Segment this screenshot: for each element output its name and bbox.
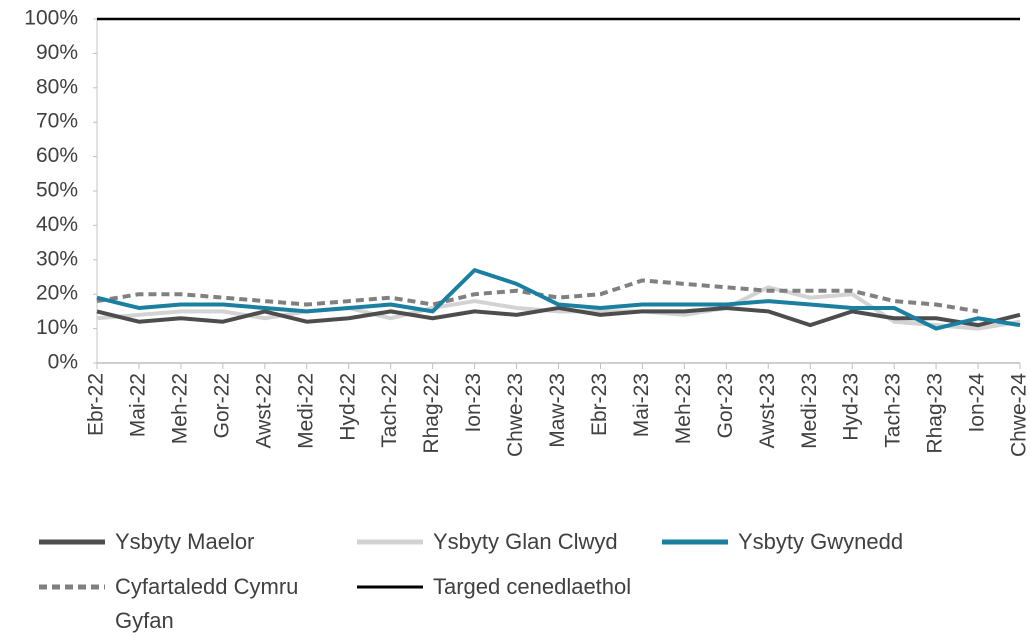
legend-item: Targed cenedlaethol: [355, 570, 631, 604]
legend-swatch: [662, 539, 728, 545]
x-tick-label: Hyd-22: [336, 373, 359, 441]
x-tick-label: Meh-22: [168, 373, 191, 444]
y-tick-label: 60%: [36, 144, 78, 167]
y-tick-label: 90%: [36, 41, 78, 64]
series-line: [96, 305, 1021, 328]
legend-swatch: [39, 584, 105, 590]
y-tick-label: 30%: [36, 247, 78, 270]
x-tick-label: Maw-23: [546, 373, 569, 448]
legend-swatch: [357, 539, 423, 545]
x-tick-label: Awst-22: [252, 373, 275, 448]
chart: 0% 10% 20% 30% 40% 50% 60% 70% 80% 90% 100% Ebr-22 M…: [24, 7, 1030, 458]
legend-swatch: [39, 539, 105, 545]
legend-item: Ysbyty Glan Clwyd: [355, 525, 618, 559]
y-tick-label: 50%: [36, 179, 78, 202]
legend-label: Ysbyty Maelor: [115, 529, 255, 554]
x-tick-label: Ion-23: [462, 373, 485, 433]
legend-item: Cyfartaledd Cymru Gyfan: [37, 570, 330, 637]
x-tick-label: Tach-23: [882, 373, 905, 448]
x-tick-label: Medi-22: [294, 373, 317, 449]
x-tick-label: Tach-22: [378, 373, 401, 448]
series-line: [96, 268, 1021, 331]
x-tick-label: Mai-23: [630, 373, 653, 437]
legend-swatch: [357, 585, 423, 589]
x-tick-label: Rhag-23: [924, 373, 947, 454]
y-tick-label: 10%: [36, 316, 78, 339]
x-tick-label: Gor-23: [714, 373, 737, 438]
y-tick-label: 20%: [36, 282, 78, 305]
x-tick-label: Ebr-23: [588, 373, 611, 436]
y-tick-label: 80%: [36, 75, 78, 98]
x-tick-label: Ion-24: [966, 373, 989, 433]
x-tick-label: Medi-23: [798, 373, 821, 449]
y-tick-label: 70%: [36, 110, 78, 133]
x-tick-label: Meh-23: [672, 373, 695, 444]
x-tick-label: Mai-22: [127, 373, 150, 437]
y-tick-label: 100%: [24, 7, 78, 30]
legend-item: Ysbyty Maelor: [37, 525, 254, 559]
x-tick-label: Ebr-22: [85, 373, 108, 436]
x-tick-label: Awst-23: [756, 373, 779, 448]
legend-label: Cyfartaledd Cymru Gyfan: [115, 574, 299, 633]
x-tick-label: Chwe-23: [504, 373, 527, 457]
legend-label: Ysbyty Gwynedd: [738, 529, 904, 554]
legend-label: Ysbyty Glan Clwyd: [433, 529, 618, 554]
legend-label: Targed cenedlaethol: [433, 574, 632, 599]
x-tick-label: Hyd-23: [840, 373, 863, 441]
x-tick-label: Chwe-24: [1008, 373, 1030, 457]
x-tick-label: Gor-22: [210, 373, 233, 438]
y-tick-label: 0%: [48, 351, 78, 374]
y-tick-label: 40%: [36, 213, 78, 236]
legend-item: Ysbyty Gwynedd: [660, 525, 903, 559]
x-tick-label: Rhag-22: [420, 373, 443, 454]
